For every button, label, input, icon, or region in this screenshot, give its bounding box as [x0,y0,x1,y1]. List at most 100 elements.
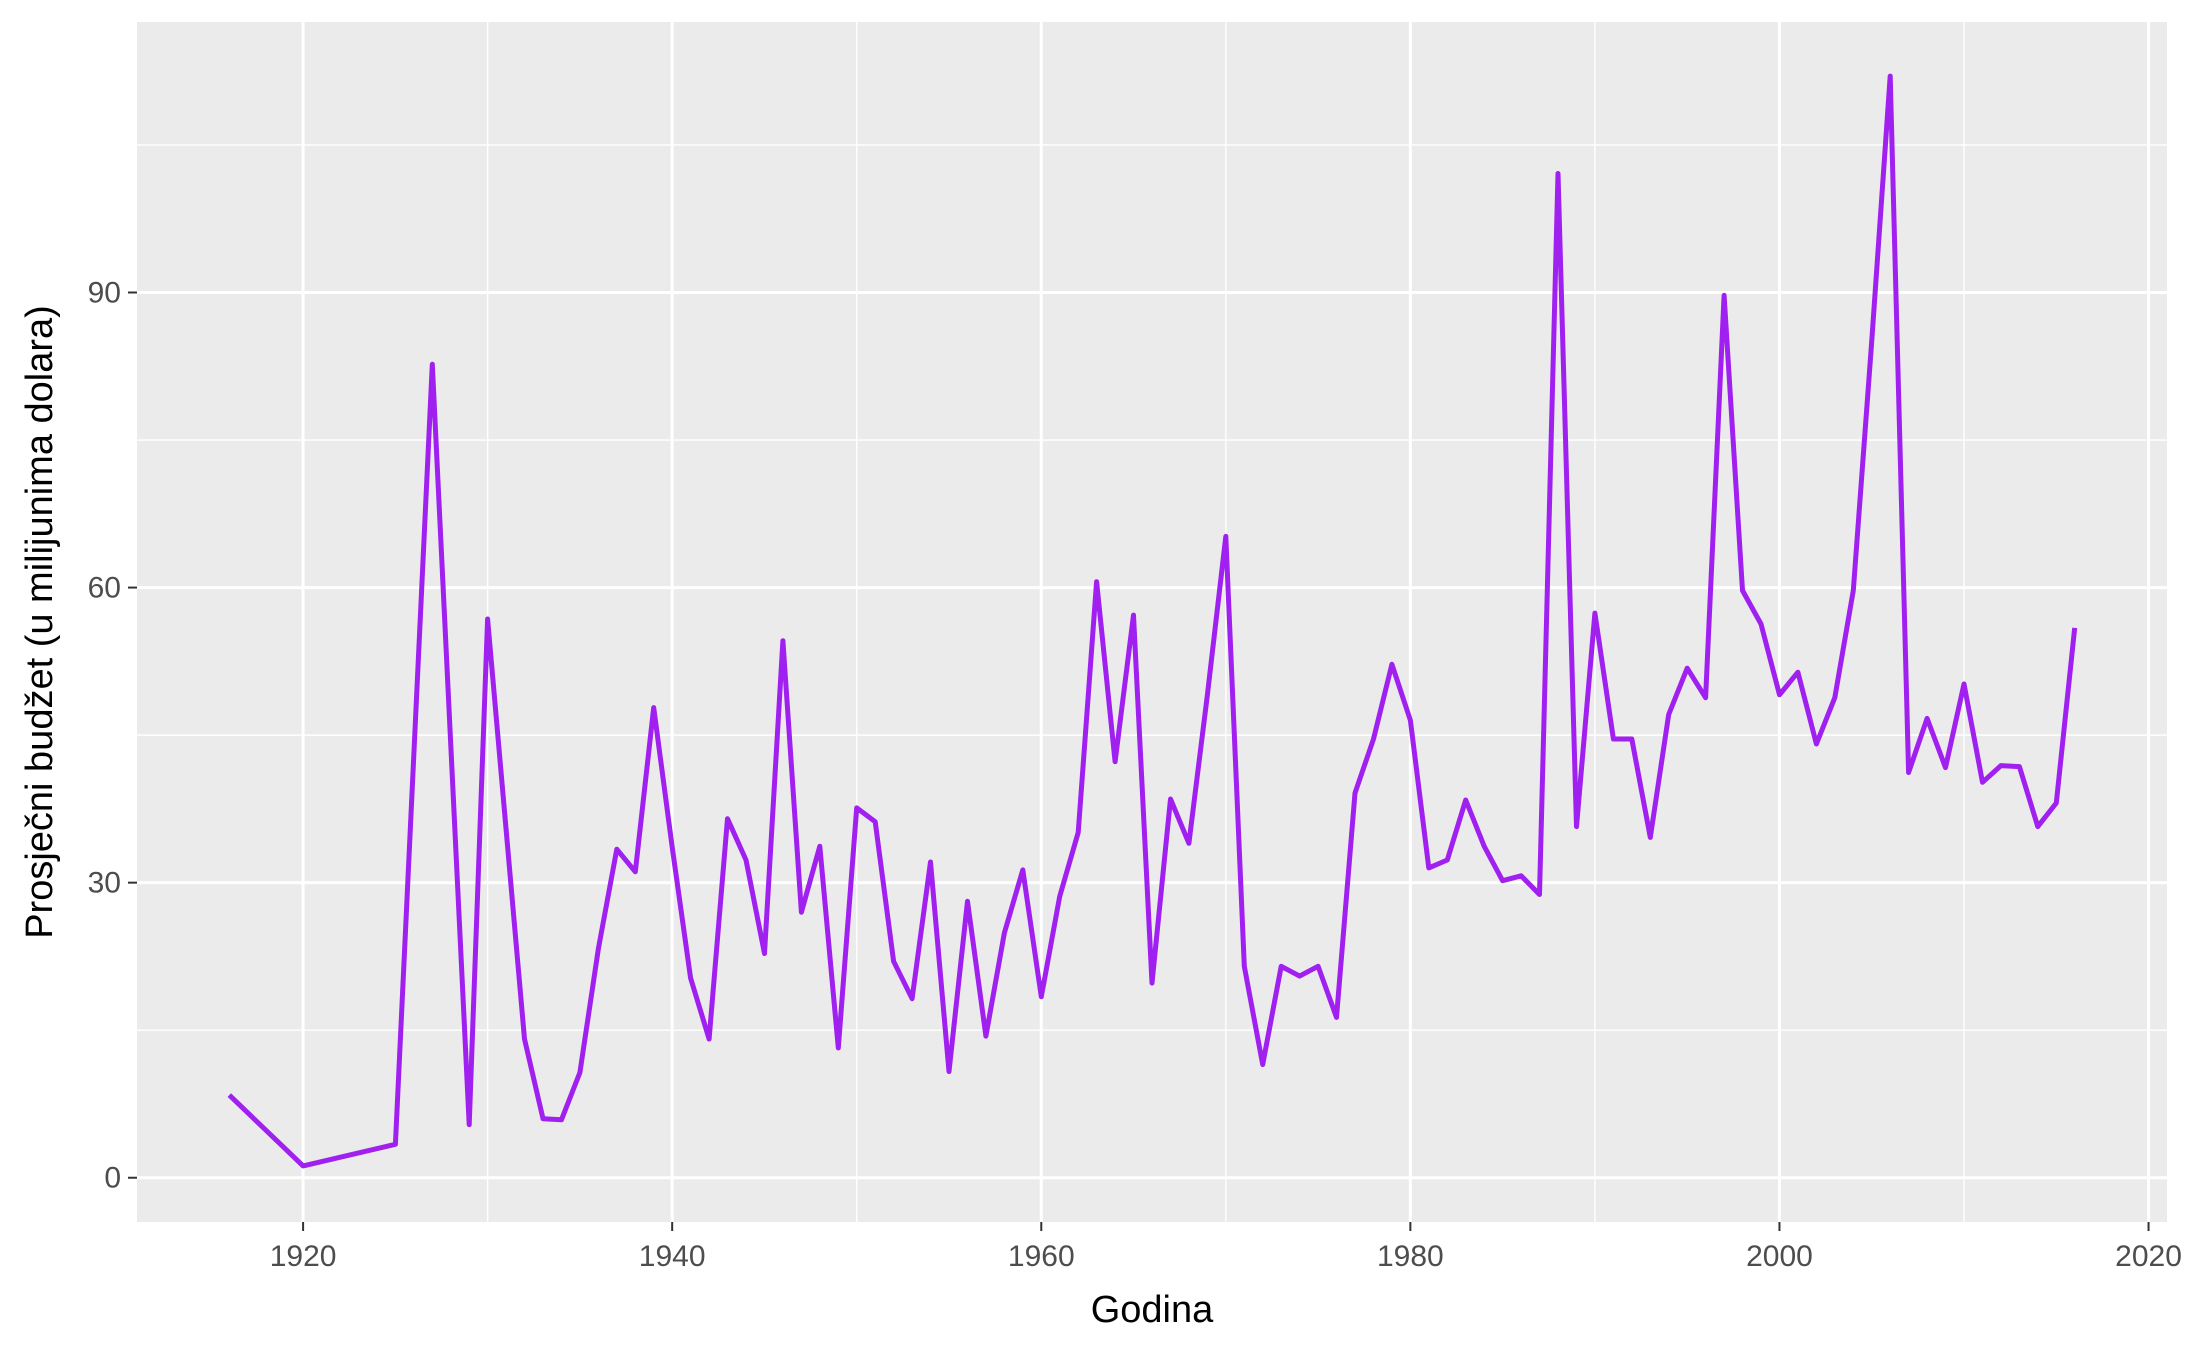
data-point [817,843,823,849]
data-point [1241,963,1247,969]
data-point [1555,170,1561,176]
data-point [835,1045,841,1051]
data-point [1758,621,1764,627]
data-point [2072,625,2078,631]
data-point [429,361,435,367]
data-point [872,819,878,825]
data-point [651,705,657,711]
data-point [780,638,786,644]
data-point [1813,741,1819,747]
data-point [632,869,638,875]
data-point [558,1117,564,1123]
data-point [964,898,970,904]
data-point [1223,533,1229,539]
data-point [300,1163,306,1169]
y-tick-label: 60 [88,572,121,605]
data-point [1518,873,1524,879]
plot-panel [137,22,2167,1222]
data-point [466,1122,472,1128]
data-point [1038,994,1044,1000]
x-axis-title: Godina [1091,1289,1214,1331]
data-point [928,859,934,865]
budget-line-series [227,73,2078,1169]
data-point [2016,764,2022,770]
x-axis: 1920 1940 1960 1980 2000 2020 [270,1222,2182,1273]
data-point [761,950,767,956]
data-point [1297,973,1303,979]
data-point [392,1141,398,1147]
data-point [1131,612,1137,618]
data-point [1204,692,1210,698]
data-point [891,958,897,964]
data-point [1020,867,1026,873]
data-point [1315,963,1321,969]
data-point [595,946,601,952]
y-tick-label: 90 [88,276,121,309]
x-tick-label: 2020 [2115,1240,2182,1273]
data-point [1001,930,1007,936]
minor-gridlines [137,22,2167,1222]
data-point [1500,878,1506,884]
data-point [1740,588,1746,594]
data-point [1149,980,1155,986]
data-point [1924,715,1930,721]
data-point [1610,736,1616,742]
data-point [983,1033,989,1039]
data-point [1647,834,1653,840]
data-point [1776,692,1782,698]
data-point [1167,796,1173,802]
data-point [1278,963,1284,969]
x-tick-label: 2000 [1746,1240,1813,1273]
data-point [485,616,491,622]
data-point [1684,665,1690,671]
data-point [1573,824,1579,830]
x-tick-label: 1980 [1377,1240,1444,1273]
data-point [1057,893,1063,899]
data-point [1869,339,1875,345]
data-point [1352,790,1358,796]
data-point [669,844,675,850]
data-point [1075,829,1081,835]
data-point [1426,865,1432,871]
y-axis-title: Prosječni budžet (u milijunima dolara) [19,305,61,939]
data-point [946,1069,952,1075]
y-tick-label: 0 [104,1162,121,1195]
major-gridlines [137,22,2167,1222]
data-point [688,975,694,981]
data-point [1260,1062,1266,1068]
data-point [1112,759,1118,765]
data-point [577,1069,583,1075]
y-tick-label: 30 [88,867,121,900]
data-point [614,846,620,852]
data-point [1795,669,1801,675]
data-point [1094,579,1100,585]
data-point [1887,73,1893,79]
x-tick-label: 1940 [639,1240,706,1273]
y-axis: 0 30 60 90 [88,276,137,1195]
data-point [1370,736,1376,742]
data-point [1850,588,1856,594]
data-point [1629,736,1635,742]
data-point [1961,681,1967,687]
data-point [1537,891,1543,897]
data-point [1407,717,1413,723]
data-point [226,1092,232,1098]
data-point [1721,292,1727,298]
data-point [1481,843,1487,849]
data-point [1592,610,1598,616]
data-point [743,857,749,863]
data-point [706,1036,712,1042]
data-point [540,1116,546,1122]
data-point [725,816,731,822]
data-point [2053,800,2059,806]
data-point [1334,1014,1340,1020]
data-point [1943,765,1949,771]
data-point [2035,824,2041,830]
data-point [1703,695,1709,701]
data-point [1463,797,1469,803]
data-point [798,909,804,915]
data-point [1998,763,2004,769]
data-point [522,1036,528,1042]
data-point [1389,661,1395,667]
